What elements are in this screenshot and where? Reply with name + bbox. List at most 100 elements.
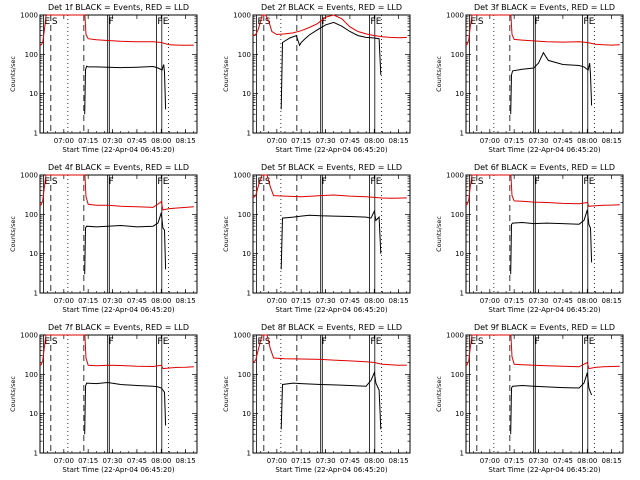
marker-label: F: [535, 337, 540, 347]
y-tick-label: 100: [451, 371, 464, 379]
marker-label: E: [471, 177, 477, 187]
y-tick-label: 1000: [446, 12, 464, 20]
x-tick-label: 08:15: [602, 457, 622, 465]
y-tick-label: 100: [25, 371, 38, 379]
x-tick-label: 07:30: [528, 297, 548, 305]
x-tick-label: 07:15: [504, 137, 524, 145]
marker-label: E: [163, 177, 169, 187]
y-tick-label: 1: [247, 130, 251, 138]
x-tick-label: 07:45: [340, 137, 360, 145]
y-tick-label: 1000: [20, 12, 38, 20]
x-axis-label: Start Time (22-Apr-04 06:45:20): [488, 466, 600, 474]
marker-label: F: [370, 177, 375, 187]
y-tick-label: 1: [34, 290, 38, 298]
series-line-events: [510, 209, 593, 275]
y-axis-label: Counts/sec: [222, 56, 230, 92]
y-tick-label: 100: [238, 371, 251, 379]
x-tick-label: 07:45: [340, 297, 360, 305]
marker-label: E: [45, 177, 51, 187]
series-line-lld: [465, 174, 620, 207]
y-axis-label: Counts/sec: [222, 216, 230, 252]
x-tick-label: 07:30: [528, 137, 548, 145]
marker-label: F: [322, 17, 327, 27]
x-tick-label: 08:00: [151, 137, 171, 145]
marker-label: E: [376, 337, 382, 347]
x-axis-label: Start Time (22-Apr-04 06:45:20): [275, 466, 387, 474]
series-line-events: [84, 381, 167, 435]
x-tick-label: 07:00: [267, 297, 287, 305]
x-tick-label: 07:30: [315, 297, 335, 305]
y-tick-label: 1: [34, 450, 38, 458]
x-tick-label: 08:15: [389, 457, 409, 465]
x-tick-label: 08:15: [602, 137, 622, 145]
panel-det-2: Det 2f BLACK = Events, RED = LLD 1 10 100 10…: [222, 3, 411, 154]
y-tick-label: 1000: [233, 332, 251, 340]
x-tick-label: 07:45: [127, 137, 147, 145]
marker-label: E: [589, 337, 595, 347]
y-tick-label: 10: [242, 90, 251, 98]
x-tick-label: 07:30: [102, 457, 122, 465]
marker-label: F: [370, 17, 375, 27]
series-line-events: [84, 64, 167, 115]
y-axis-label: Counts/sec: [435, 56, 443, 92]
marker-label: E: [589, 177, 595, 187]
y-tick-label: 10: [242, 250, 251, 258]
x-tick-label: 07:15: [78, 457, 98, 465]
y-tick-label: 10: [455, 90, 464, 98]
x-tick-label: 08:00: [577, 457, 597, 465]
panel-title: Det 6f BLACK = Events, RED = LLD: [474, 163, 615, 172]
marker-label: F: [370, 337, 375, 347]
x-tick-label: 07:45: [340, 457, 360, 465]
y-tick-label: 100: [451, 51, 464, 59]
series-line-events: [84, 212, 167, 275]
series-line-lld: [252, 334, 407, 366]
plot-frame: [39, 174, 198, 294]
x-tick-label: 08:00: [364, 137, 384, 145]
marker-label: F: [322, 177, 327, 187]
marker-label: E: [376, 17, 382, 27]
series-line-lld: [39, 174, 194, 211]
y-tick-label: 1: [247, 450, 251, 458]
plot-frame: [465, 174, 624, 294]
y-tick-label: 100: [238, 211, 251, 219]
x-tick-label: 08:00: [577, 297, 597, 305]
x-tick-label: 07:45: [127, 457, 147, 465]
marker-label: S: [265, 177, 271, 187]
y-axis-label: Counts/sec: [9, 56, 17, 92]
x-axis-label: Start Time (22-Apr-04 06:45:20): [275, 306, 387, 314]
x-tick-label: 08:15: [176, 137, 196, 145]
y-tick-label: 10: [29, 410, 38, 418]
x-tick-label: 07:15: [504, 297, 524, 305]
x-axis-label: Start Time (22-Apr-04 06:45:20): [62, 146, 174, 154]
panel-det-3: Det 3f BLACK = Events, RED = LLD 1 10 100 10…: [435, 3, 624, 154]
x-tick-label: 07:45: [553, 137, 573, 145]
x-tick-label: 07:00: [480, 457, 500, 465]
y-tick-label: 1: [34, 130, 38, 138]
x-tick-label: 08:15: [389, 137, 409, 145]
x-tick-label: 07:00: [267, 457, 287, 465]
series-line-events: [280, 21, 382, 110]
plot-frame: [465, 14, 624, 134]
y-axis-label: Counts/sec: [435, 376, 443, 412]
y-tick-label: 1000: [446, 172, 464, 180]
x-axis-label: Start Time (22-Apr-04 06:45:20): [488, 306, 600, 314]
y-tick-label: 10: [455, 250, 464, 258]
x-tick-label: 07:30: [315, 137, 335, 145]
x-axis-label: Start Time (22-Apr-04 06:45:20): [62, 306, 174, 314]
marker-label: F: [109, 177, 114, 187]
marker-label: E: [258, 177, 264, 187]
y-tick-label: 10: [242, 410, 251, 418]
marker-label: S: [52, 337, 58, 347]
panel-det-8: Det 8f BLACK = Events, RED = LLD 1 10 100 10…: [222, 323, 411, 474]
y-tick-label: 1: [460, 450, 464, 458]
x-tick-label: 07:15: [78, 137, 98, 145]
marker-label: S: [478, 337, 484, 347]
series-line-events: [510, 372, 593, 435]
y-tick-label: 100: [25, 51, 38, 59]
x-tick-label: 08:00: [577, 137, 597, 145]
marker-label: F: [583, 177, 588, 187]
y-tick-label: 10: [29, 90, 38, 98]
series-line-lld: [252, 14, 407, 39]
x-tick-label: 08:15: [176, 457, 196, 465]
